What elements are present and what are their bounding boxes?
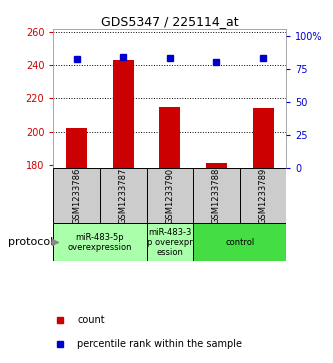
Bar xyxy=(147,224,193,261)
Text: GSM1233786: GSM1233786 xyxy=(72,167,81,224)
Text: miR-483-3
p overexpr
ession: miR-483-3 p overexpr ession xyxy=(147,228,193,257)
Bar xyxy=(53,168,100,224)
Bar xyxy=(253,109,274,168)
Text: GSM1233790: GSM1233790 xyxy=(165,168,174,224)
Bar xyxy=(66,128,87,168)
Bar xyxy=(53,224,147,261)
Text: GSM1233789: GSM1233789 xyxy=(258,168,268,224)
Bar xyxy=(147,168,193,224)
Text: GSM1233788: GSM1233788 xyxy=(212,167,221,224)
Bar xyxy=(160,107,180,168)
Title: GDS5347 / 225114_at: GDS5347 / 225114_at xyxy=(101,15,239,28)
Text: control: control xyxy=(225,238,254,247)
Text: miR-483-5p
overexpression: miR-483-5p overexpression xyxy=(68,233,132,252)
Bar xyxy=(100,168,147,224)
Text: percentile rank within the sample: percentile rank within the sample xyxy=(77,339,242,349)
Text: protocol: protocol xyxy=(8,237,53,248)
Bar xyxy=(240,168,286,224)
Text: count: count xyxy=(77,315,105,325)
Bar xyxy=(193,168,240,224)
Bar xyxy=(206,163,227,168)
Text: GSM1233787: GSM1233787 xyxy=(119,167,128,224)
Bar xyxy=(113,61,134,168)
Bar xyxy=(193,224,286,261)
